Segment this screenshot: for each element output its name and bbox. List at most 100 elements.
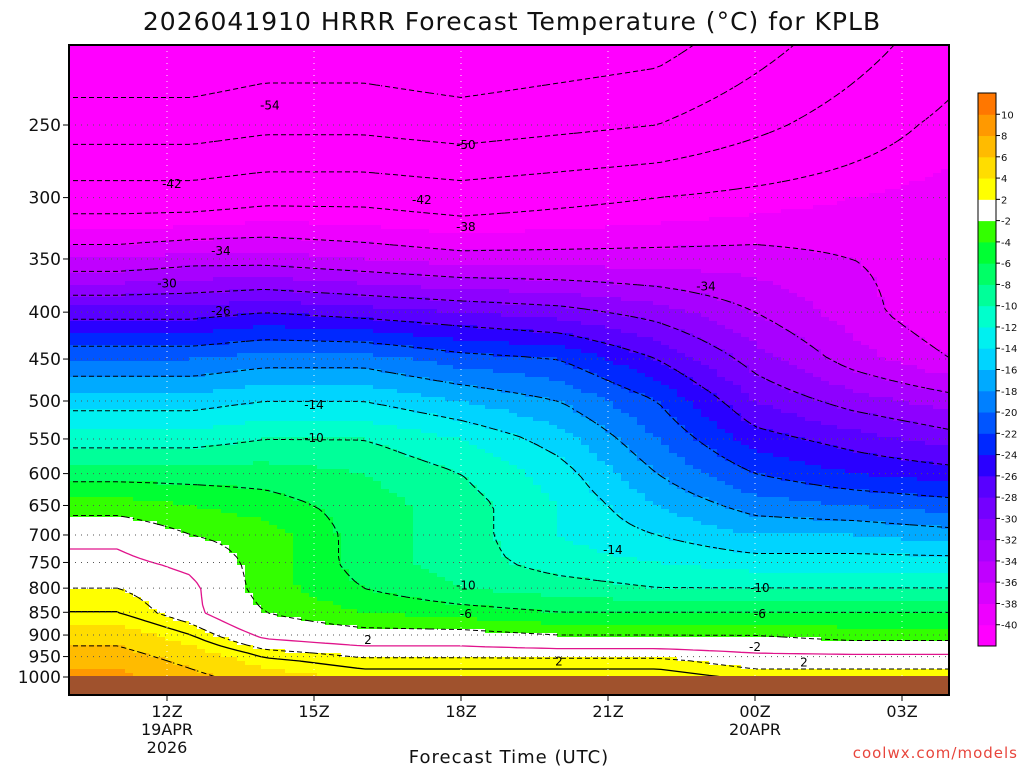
temp-cell [541,57,550,62]
temp-cell [749,209,758,214]
temp-cell [405,133,414,138]
temp-cell [933,197,942,202]
temp-cell [765,157,774,162]
temp-cell [909,73,918,78]
temp-cell [421,53,430,58]
temp-cell [205,117,214,122]
temp-cell [589,193,598,198]
temp-cell [517,69,526,74]
temp-cell [525,193,534,198]
temp-cell [165,165,174,170]
temp-cell [245,141,254,146]
temp-cell [573,113,582,118]
temp-cell [765,121,774,126]
temp-cell [917,81,926,86]
temp-cell [613,189,622,194]
temp-cell [733,101,742,106]
temp-cell [109,125,118,130]
temp-cell [277,209,286,214]
temp-cell [541,53,550,58]
temp-cell [701,221,710,226]
temp-cell [341,69,350,74]
temp-cell [597,137,606,142]
temp-cell [269,65,278,70]
temp-cell [213,169,222,174]
temp-cell [677,57,686,62]
temp-cell [317,217,326,222]
temp-cell [861,205,870,210]
temp-cell [405,93,414,98]
temp-cell [365,113,374,118]
temp-cell [189,49,198,54]
temp-cell [349,169,358,174]
temp-cell [925,97,934,102]
temp-cell [77,81,86,86]
temp-cell [125,93,134,98]
temp-cell [253,213,262,218]
temp-cell [869,157,878,162]
temp-cell [317,161,326,166]
temp-cell [437,165,446,170]
temp-cell [693,133,702,138]
temp-cell [501,53,510,58]
temp-cell [525,157,534,162]
temp-cell [925,129,934,134]
temp-cell [533,53,542,58]
temp-cell [533,169,542,174]
temp-cell [613,161,622,166]
temp-cell [893,77,902,82]
temp-cell [629,81,638,86]
temp-cell [645,61,654,66]
temp-cell [197,125,206,130]
temp-cell [549,93,558,98]
temp-cell [349,105,358,110]
temp-cell [821,161,830,166]
temp-cell [885,185,894,190]
temp-cell [461,157,470,162]
temp-cell [357,73,366,78]
temp-cell [597,169,606,174]
temp-cell [557,73,566,78]
temp-cell [309,125,318,130]
temp-cell [405,185,414,190]
temp-cell [269,145,278,150]
temp-cell [725,133,734,138]
temp-cell [413,61,422,66]
temp-cell [429,165,438,170]
temp-cell [77,173,86,178]
temp-cell [453,169,462,174]
temp-cell [621,149,630,154]
temp-cell [829,177,838,182]
temp-cell [85,73,94,78]
temp-cell [413,157,422,162]
temp-cell [677,61,686,66]
temp-cell [621,89,630,94]
temp-cell [69,169,78,174]
temp-cell [333,149,342,154]
temp-cell [805,89,814,94]
temp-cell [853,205,862,210]
temp-cell [605,145,614,150]
temp-cell [805,105,814,110]
temp-cell [557,173,566,178]
temp-cell [381,157,390,162]
temp-cell [533,109,542,114]
temp-cell [565,197,574,202]
temp-cell [637,205,646,210]
temp-cell [261,189,270,194]
temp-cell [717,221,726,226]
temp-cell [773,185,782,190]
temp-cell [341,113,350,118]
temp-cell [349,113,358,118]
temp-cell [757,169,766,174]
temp-cell [549,197,558,202]
temp-cell [149,189,158,194]
temp-cell [869,69,878,74]
temp-cell [725,65,734,70]
temp-cell [837,157,846,162]
temp-cell [277,137,286,142]
temp-cell [333,105,342,110]
temp-cell [909,181,918,186]
temp-cell [517,193,526,198]
temp-cell [261,153,270,158]
